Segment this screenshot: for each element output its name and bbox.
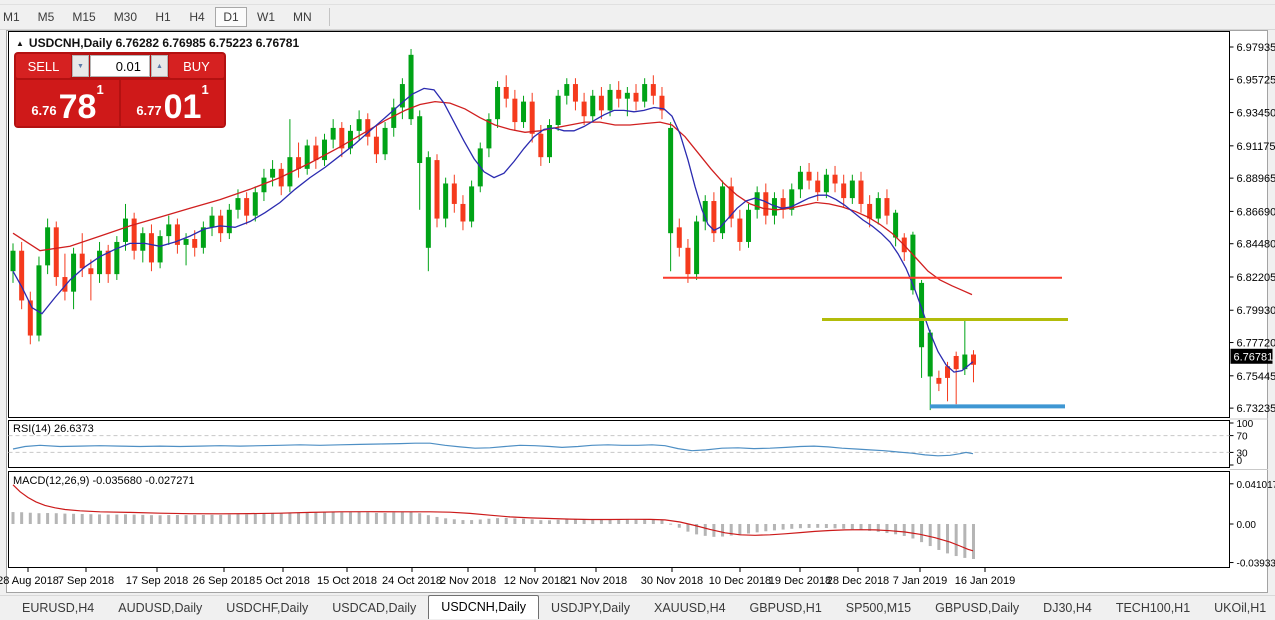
tab-sp500-m15[interactable]: SP500,M15 (845, 601, 912, 615)
price-axis-label: 6.84480 (1237, 239, 1275, 251)
date-axis-label: 28 Aug 2018 (0, 575, 59, 587)
timeframe-button-h4[interactable]: H4 (189, 10, 205, 24)
rsi-label: RSI(14) 26.6373 (13, 423, 94, 435)
tab-eurusd-h4[interactable]: EURUSD,H4 (22, 601, 95, 615)
buy-price-small: 6.77 (136, 103, 162, 118)
rsi-axis-label: 70 (1237, 432, 1249, 443)
slow-ma-line (12, 100, 973, 296)
date-axis-label: 28 Dec 2018 (827, 575, 889, 587)
price-axis-label: 6.88965 (1237, 173, 1275, 185)
date-axis-label: 7 Sep 2018 (58, 575, 114, 587)
current-price-tag (1230, 348, 1273, 364)
one-click-trading-panel: SELL ▼ 0.01 ▲ BUY 6.76 78 1 6.77 01 1 (14, 52, 226, 128)
price-axis-label: 6.77720 (1237, 338, 1275, 350)
chart-title: ▲ USDCNH,Daily 6.76282 6.76985 6.75223 6.… (16, 36, 299, 50)
sell-price-display[interactable]: 6.76 78 1 (16, 80, 119, 126)
tab-dj30-h4[interactable]: DJ30,H4 (1043, 601, 1092, 615)
timeframe-button-h1[interactable]: H1 (155, 10, 171, 24)
rsi-indicator-panel: RSI(14) 26.6373 100 70 300 (8, 419, 1254, 467)
macd-axis-label: 0.041017 (1237, 480, 1275, 491)
sell-button[interactable]: SELL (16, 54, 71, 78)
date-axis-label: 26 Sep 2018 (193, 575, 255, 587)
rsi-axis-label: 30 (1237, 448, 1249, 459)
volume-input[interactable]: 0.01 (90, 55, 150, 77)
date-axis-label: 2 Nov 2018 (440, 575, 496, 587)
tab-tech100-h1[interactable]: TECH100,H1 (1115, 601, 1191, 615)
tab-usdcnh-daily[interactable]: USDCNH,Daily (428, 595, 540, 619)
sell-price-big: 78 (58, 88, 97, 126)
price-axis-label: 6.95725 (1237, 74, 1275, 86)
tab-usdcad-daily[interactable]: USDCAD,Daily (332, 601, 417, 615)
tab-ukoil-h1[interactable]: UKOil,H1 (1214, 601, 1267, 615)
date-axis-label: 5 Oct 2018 (256, 575, 310, 587)
date-axis-label: 15 Oct 2018 (317, 575, 377, 587)
tab-usdjpy-daily[interactable]: USDJPY,Daily (551, 601, 630, 615)
rsi-panel-border (8, 420, 1230, 468)
timeframe-button-m30[interactable]: M30 (113, 10, 138, 24)
date-axis-label: 21 Nov 2018 (565, 575, 627, 587)
price-axis-label: 6.73235 (1237, 403, 1275, 415)
price-axis[interactable]: 6.97935 6.95725 6.93450 6.91175 6.88965 6.866… (1229, 42, 1275, 415)
timeframe-button-d1[interactable]: D1 (215, 7, 248, 27)
tab-audusd-daily[interactable]: AUDUSD,Daily (118, 601, 203, 615)
current-price-value: 6.76781 (1234, 351, 1274, 363)
date-axis-label: 30 Nov 2018 (641, 575, 703, 587)
sell-price-sup: 1 (96, 82, 104, 97)
timeframe-button-w1[interactable]: W1 (257, 10, 276, 24)
main-price-chart[interactable] (10, 48, 1069, 411)
chart-tab-bar: EURUSD,H4 AUDUSD,Daily USDCHF,Daily USDCAD,… (0, 595, 1275, 620)
macd-axis-label: 0.00 (1237, 520, 1257, 531)
price-axis-label: 6.86690 (1237, 206, 1275, 218)
buy-price-display[interactable]: 6.77 01 1 (121, 80, 224, 126)
collapse-panel-icon[interactable]: ▲ (16, 39, 24, 48)
rsi-axis-label: 0 (1237, 456, 1243, 467)
price-axis-label: 6.91175 (1237, 141, 1275, 153)
volume-decrease-button[interactable]: ▼ (72, 55, 89, 77)
price-axis-label: 6.79930 (1237, 305, 1275, 317)
timeframe-button-mn[interactable]: MN (293, 10, 312, 24)
timeframe-button-m5[interactable]: M5 (37, 10, 55, 24)
date-axis-label: 10 Dec 2018 (709, 575, 771, 587)
sell-price-small: 6.76 (31, 103, 57, 118)
volume-increase-button[interactable]: ▲ (151, 55, 168, 77)
rsi-axis-label: 100 (1237, 419, 1254, 430)
timeframe-button-m1[interactable]: M1 (3, 10, 20, 24)
rsi-line (12, 442, 974, 457)
date-axis-label: 12 Nov 2018 (504, 575, 566, 587)
tab-gbpusd-h1[interactable]: GBPUSD,H1 (749, 601, 822, 615)
timeframe-button-m15[interactable]: M15 (72, 10, 96, 24)
toolbar-divider (328, 8, 330, 26)
date-axis-label: 19 Dec 2018 (769, 575, 831, 587)
price-axis-label: 6.75445 (1237, 371, 1275, 383)
date-axis-label: 7 Jan 2019 (893, 575, 947, 587)
macd-label: MACD(12,26,9) -0.035680 -0.027271 (13, 475, 195, 487)
tab-usdchf-daily[interactable]: USDCHF,Daily (226, 601, 309, 615)
buy-price-sup: 1 (201, 82, 209, 97)
price-axis-label: 6.97935 (1237, 42, 1275, 54)
chart-symbol-label: USDCNH,Daily (28, 36, 113, 50)
date-axis-label: 17 Sep 2018 (126, 575, 188, 587)
date-axis-label: 24 Oct 2018 (382, 575, 442, 587)
spin-up-icon: ▲ (156, 62, 163, 70)
macd-indicator-panel: MACD(12,26,9) -0.035680 -0.027271 0.04101… (11, 475, 1275, 570)
chart-ohlc-values: 6.76282 6.76985 6.75223 6.76781 (115, 36, 300, 50)
tab-xauusd-h4[interactable]: XAUUSD,H4 (654, 601, 726, 615)
buy-button[interactable]: BUY (169, 54, 224, 78)
price-axis-label: 6.82205 (1237, 272, 1275, 284)
date-axis-label: 16 Jan 2019 (955, 575, 1016, 587)
window-top-strip (0, 0, 1275, 5)
price-axis-label: 6.93450 (1237, 108, 1275, 120)
buy-price-big: 01 (163, 88, 202, 126)
timeframe-toolbar: M1 M5 M15 M30 H1 H4 D1 W1 MN (0, 5, 1275, 30)
macd-signal-line (12, 484, 974, 552)
fast-ma-line (12, 87, 974, 373)
spin-down-icon: ▼ (77, 62, 84, 70)
tab-gbpusd-daily[interactable]: GBPUSD,Daily (935, 601, 1020, 615)
